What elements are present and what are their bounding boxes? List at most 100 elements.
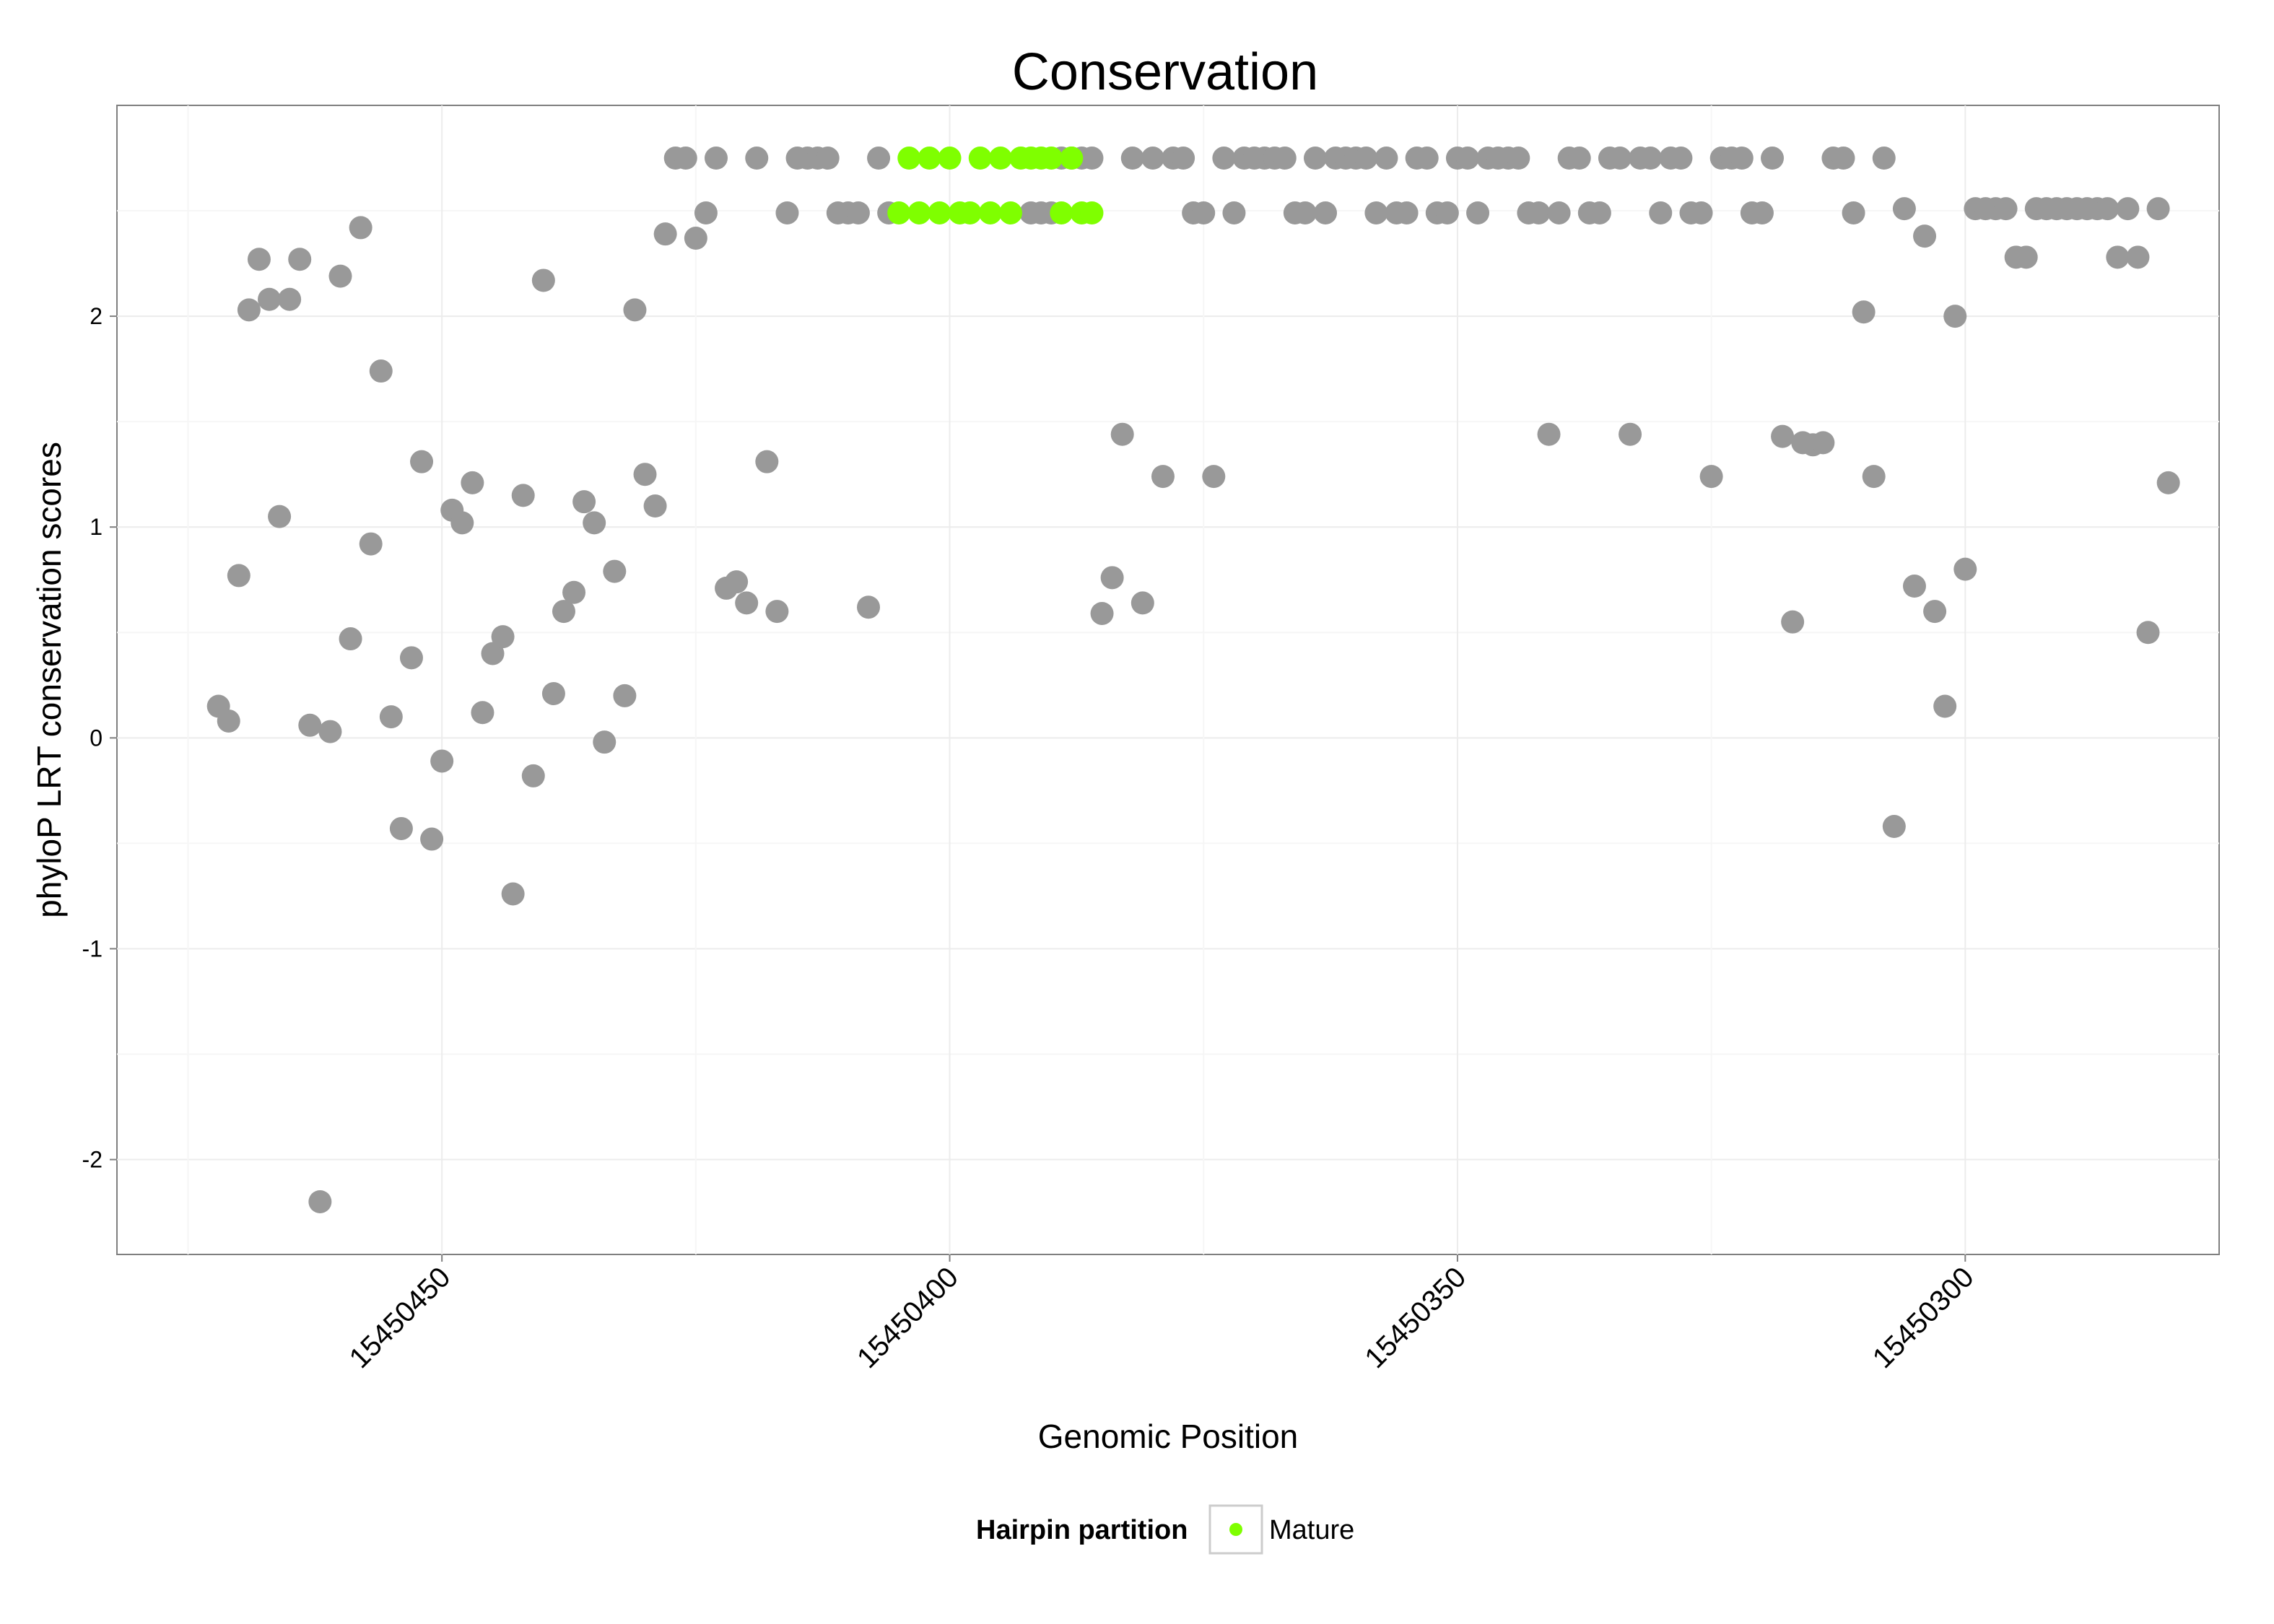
- legend-label-mature: Mature: [1269, 1515, 1354, 1545]
- hairpin-point: [1649, 201, 1673, 224]
- hairpin-point: [298, 713, 322, 737]
- x-tick-label: 15450400: [851, 1261, 964, 1374]
- y-tick-label: 2: [90, 303, 103, 329]
- hairpin-point: [1872, 147, 1896, 170]
- hairpin-point: [1994, 197, 2018, 221]
- hairpin-point: [1587, 201, 1611, 224]
- x-axis-label: Genomic Position: [1038, 1418, 1299, 1455]
- hairpin-point: [1933, 694, 1957, 718]
- hairpin-point: [541, 681, 565, 705]
- hairpin-point: [1303, 147, 1327, 170]
- hairpin-point: [450, 511, 474, 535]
- mature-point: [978, 201, 1002, 224]
- hairpin-point: [1862, 465, 1886, 489]
- hairpin-point: [745, 147, 769, 170]
- hairpin-point: [704, 147, 728, 170]
- hairpin-point: [1100, 566, 1124, 590]
- mature-point: [918, 147, 941, 170]
- hairpin-point: [1090, 601, 1114, 625]
- hairpin-point: [643, 494, 667, 518]
- hairpin-point: [1466, 201, 1490, 224]
- hairpin-point: [857, 595, 881, 619]
- hairpin-point: [1669, 147, 1693, 170]
- hairpin-point: [1730, 147, 1754, 170]
- hairpin-point: [765, 600, 789, 624]
- hairpin-point: [775, 201, 799, 224]
- hairpin-point: [389, 816, 413, 840]
- hairpin-point: [2136, 621, 2160, 645]
- legend-title: Hairpin partition: [976, 1515, 1188, 1545]
- mature-point: [988, 147, 1012, 170]
- hairpin-point: [237, 298, 261, 322]
- mature-point: [1060, 147, 1084, 170]
- hairpin-point: [1811, 431, 1835, 455]
- hairpin-point: [593, 730, 617, 754]
- hairpin-point: [1852, 300, 1876, 324]
- mature-point: [907, 201, 931, 224]
- hairpin-point: [288, 248, 312, 271]
- plot-panel: [116, 105, 2220, 1255]
- hairpin-point: [1567, 147, 1591, 170]
- mature-point: [897, 147, 921, 170]
- hairpin-point: [1547, 201, 1571, 224]
- y-axis: -2 -1 0 1 2: [82, 303, 117, 1173]
- hairpin-point: [501, 882, 525, 906]
- hairpin-point: [2116, 197, 2140, 221]
- hairpin-point: [1781, 610, 1805, 634]
- mature-point: [998, 201, 1022, 224]
- hairpin-point: [1842, 201, 1865, 224]
- hairpin-point: [531, 269, 555, 292]
- hairpin-point: [379, 705, 403, 729]
- hairpin-point: [1415, 147, 1439, 170]
- hairpin-point: [2096, 197, 2120, 221]
- hairpin-point: [410, 450, 434, 473]
- x-tick-label: 15450450: [344, 1261, 457, 1374]
- hairpin-point: [1923, 600, 1947, 624]
- hairpin-point: [1172, 147, 1195, 170]
- hairpin-point: [1537, 422, 1561, 446]
- mature-point: [1050, 201, 1073, 224]
- hairpin-point: [1080, 147, 1104, 170]
- hairpin-point: [735, 591, 759, 615]
- hairpin-point: [674, 147, 697, 170]
- x-tick-label: 15450300: [1867, 1261, 1980, 1374]
- mature-point: [1080, 201, 1104, 224]
- hairpin-point: [1395, 201, 1419, 224]
- hairpin-point: [1527, 201, 1551, 224]
- mature-point: [928, 201, 951, 224]
- hairpin-point: [247, 248, 271, 271]
- hairpin-point: [359, 532, 383, 556]
- hairpin-point: [562, 580, 586, 604]
- hairpin-point: [1192, 201, 1216, 224]
- y-tick-label: 0: [90, 725, 103, 751]
- hairpin-point: [1455, 147, 1479, 170]
- hairpin-point: [1608, 147, 1632, 170]
- hairpin-point: [1222, 201, 1246, 224]
- y-axis-label: phyloP LRT conservation scores: [30, 442, 68, 918]
- hairpin-point: [318, 720, 342, 743]
- hairpin-point: [430, 749, 454, 773]
- hairpin-point: [1619, 422, 1642, 446]
- hairpin-point: [1507, 147, 1530, 170]
- legend: Hairpin partition Mature: [976, 1504, 1354, 1555]
- hairpin-point: [511, 484, 535, 507]
- hairpin-point: [1882, 815, 1906, 839]
- y-tick-label: -1: [82, 935, 103, 961]
- hairpin-point: [399, 646, 423, 670]
- hairpin-point: [2156, 471, 2180, 494]
- hairpin-point: [755, 450, 779, 473]
- hairpin-point: [308, 1189, 332, 1213]
- hairpin-point: [217, 709, 240, 733]
- hairpin-point: [1771, 424, 1795, 448]
- hairpin-point: [521, 764, 545, 787]
- hairpin-point: [2106, 245, 2130, 269]
- y-tick-label: -2: [82, 1147, 103, 1173]
- hairpin-point: [1953, 557, 1977, 581]
- hairpin-point: [1699, 465, 1723, 489]
- hairpin-point: [1831, 147, 1855, 170]
- hairpin-point: [1750, 201, 1774, 224]
- hairpin-point: [2146, 197, 2170, 221]
- hairpin-point: [1354, 147, 1378, 170]
- mature-point: [958, 201, 982, 224]
- hairpin-point: [349, 216, 373, 240]
